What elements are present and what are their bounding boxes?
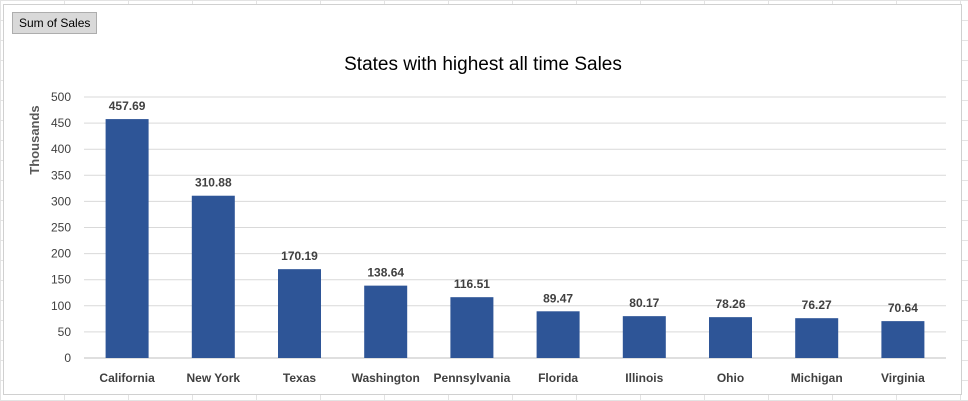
x-category-label: Virginia bbox=[881, 371, 925, 385]
y-tick-label: 450 bbox=[51, 116, 71, 130]
data-label: 80.17 bbox=[629, 296, 659, 310]
data-label: 310.88 bbox=[195, 176, 232, 190]
data-label: 70.64 bbox=[888, 301, 918, 315]
x-category-label: California bbox=[99, 371, 155, 385]
x-category-label: Florida bbox=[538, 371, 578, 385]
y-tick-label: 50 bbox=[58, 325, 72, 339]
bar bbox=[622, 316, 666, 358]
x-category-label: New York bbox=[187, 371, 241, 385]
y-tick-label: 300 bbox=[51, 194, 71, 208]
x-category-label: Ohio bbox=[717, 371, 744, 385]
y-tick-label: 500 bbox=[51, 90, 71, 104]
x-category-label: Pennsylvania bbox=[434, 371, 511, 385]
data-label: 457.69 bbox=[109, 99, 146, 113]
y-tick-label: 250 bbox=[51, 221, 71, 235]
y-tick-label: 150 bbox=[51, 273, 71, 287]
y-tick-label: 200 bbox=[51, 247, 71, 261]
y-axis-title: Thousands bbox=[27, 105, 42, 174]
bar bbox=[709, 317, 752, 358]
bar bbox=[364, 285, 408, 358]
x-axis-categories: California New York Texas Washington Pennsyl… bbox=[99, 371, 925, 385]
x-category-label: Michigan bbox=[791, 371, 843, 385]
y-tick-label: 350 bbox=[51, 168, 71, 182]
y-axis-ticks: 0 50 100 150 200 250 300 350 400 450 500 bbox=[51, 90, 71, 365]
data-label: 78.26 bbox=[715, 297, 745, 311]
y-tick-label: 0 bbox=[64, 351, 71, 365]
y-tick-label: 100 bbox=[51, 299, 71, 313]
data-labels: 457.69 310.88 170.19 138.64 116.51 89.47 80.17… bbox=[109, 99, 918, 315]
bar bbox=[881, 321, 925, 358]
bar bbox=[278, 269, 321, 358]
bar bbox=[795, 318, 839, 358]
sum-of-sales-field-button[interactable]: Sum of Sales bbox=[12, 12, 98, 34]
chart-title: States with highest all time Sales bbox=[344, 54, 622, 75]
data-label: 138.64 bbox=[367, 266, 404, 280]
x-category-label: Illinois bbox=[625, 371, 663, 385]
data-label: 116.51 bbox=[454, 277, 490, 291]
bar bbox=[105, 119, 149, 359]
y-tick-label: 400 bbox=[51, 142, 71, 156]
bar bbox=[536, 311, 580, 358]
x-category-label: Texas bbox=[283, 371, 316, 385]
data-label: 89.47 bbox=[543, 291, 573, 305]
data-label: 76.27 bbox=[802, 298, 832, 312]
x-category-label: Washington bbox=[352, 371, 420, 385]
bar bbox=[191, 195, 235, 358]
bar bbox=[450, 297, 494, 358]
bars bbox=[105, 119, 925, 359]
data-label: 170.19 bbox=[281, 249, 318, 263]
